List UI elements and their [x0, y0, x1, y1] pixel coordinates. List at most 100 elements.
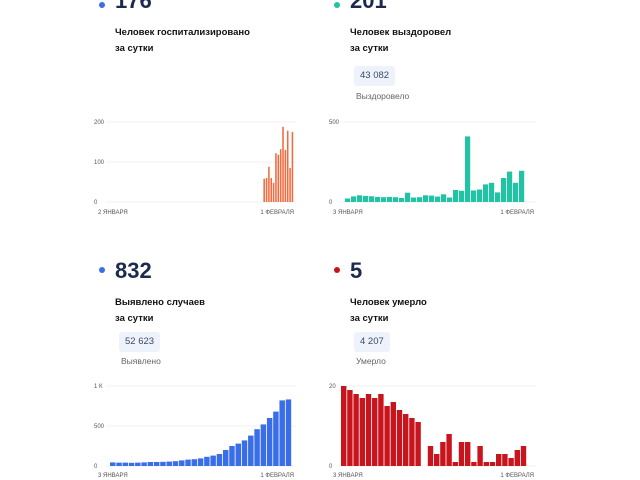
bar — [369, 196, 375, 202]
bar — [179, 460, 185, 466]
bar — [351, 196, 357, 202]
bar — [279, 149, 282, 202]
bar — [458, 442, 465, 466]
bar — [514, 450, 520, 466]
recovered-total-label: Выздоровело — [356, 91, 410, 101]
bar — [210, 455, 216, 466]
bar — [447, 197, 453, 202]
x-tick-label-start: 2 ЯНВАРЯ — [98, 210, 128, 216]
bar — [501, 178, 507, 202]
y-tick-label: 0 — [94, 200, 98, 206]
bar — [277, 154, 280, 202]
bar — [405, 192, 411, 202]
cases-total: 52 623 — [119, 332, 161, 352]
bar — [235, 443, 241, 466]
bar — [496, 454, 502, 466]
y-tick-label: 200 — [94, 120, 105, 126]
bar — [381, 197, 387, 202]
recovered-count: 201 — [350, 0, 387, 13]
bar — [268, 166, 270, 202]
bar — [411, 197, 417, 202]
bar — [248, 435, 254, 466]
bar — [502, 454, 508, 466]
x-tick-label-start: 3 ЯНВАРЯ — [98, 473, 128, 479]
bar — [390, 402, 396, 466]
bar — [347, 390, 353, 466]
bar — [520, 446, 527, 466]
bar — [423, 195, 429, 202]
recovered-desc-2: за сутки — [350, 43, 389, 54]
bar — [345, 198, 351, 202]
deaths-desc-2: за сутки — [350, 313, 389, 324]
bar — [229, 446, 235, 466]
bar — [272, 182, 275, 202]
deaths-count: 5 — [350, 258, 363, 283]
bar — [341, 386, 347, 466]
bar — [387, 196, 393, 202]
bar — [465, 442, 471, 466]
bar — [384, 406, 390, 466]
bar — [435, 196, 441, 202]
bar — [275, 153, 277, 202]
cases-desc-1: Выявлено случаев — [115, 297, 206, 308]
bar — [459, 190, 465, 202]
bar — [378, 394, 384, 466]
deaths-total: 4 207 — [354, 332, 390, 352]
bar — [507, 171, 513, 202]
bar — [440, 442, 446, 466]
x-tick-label-start: 3 ЯНВАРЯ — [333, 473, 363, 479]
deaths-dot — [334, 267, 340, 273]
bar — [434, 454, 440, 466]
bar — [286, 130, 289, 202]
bar — [363, 195, 369, 202]
bar — [519, 170, 525, 202]
bar — [372, 398, 378, 466]
bar — [483, 462, 489, 466]
x-tick-label-end: 1 ФЕВРАЛЯ — [260, 473, 294, 479]
bar — [270, 178, 273, 202]
bar — [141, 462, 147, 466]
bar — [147, 462, 154, 466]
y-tick-label: 0 — [94, 464, 98, 470]
bar — [471, 190, 477, 202]
bar — [128, 462, 135, 466]
y-tick-label: 0 — [329, 200, 333, 206]
bar — [415, 422, 421, 466]
bar — [266, 418, 273, 466]
bar — [160, 461, 166, 466]
bar — [513, 182, 519, 202]
x-tick-label-end: 1 ФЕВРАЛЯ — [260, 210, 294, 216]
hospitalized-count: 176 — [115, 0, 152, 13]
bar — [399, 198, 405, 202]
bar — [153, 462, 160, 466]
cases-total-label: Выявлено — [121, 356, 161, 366]
bar — [279, 400, 285, 466]
y-tick-label: 20 — [329, 384, 336, 390]
hospitalized-dot — [99, 2, 105, 8]
bar — [489, 182, 495, 202]
bar — [357, 195, 363, 202]
bar — [495, 192, 501, 202]
hospitalized-chart: 200 100 02 ЯНВАРЯ 1 ФЕВРАЛЯ — [94, 120, 296, 216]
bar — [263, 178, 265, 202]
bar — [353, 394, 359, 466]
hospitalized-desc-2: за сутки — [115, 43, 154, 54]
bar — [396, 410, 403, 466]
bar — [477, 446, 483, 466]
bar — [441, 194, 447, 202]
bar — [427, 446, 434, 466]
recovered-chart: 500 03 ЯНВАРЯ 1 ФЕВРАЛЯ — [329, 120, 536, 216]
bar — [289, 168, 291, 202]
bar — [216, 454, 223, 466]
bar — [116, 462, 122, 466]
bar — [409, 418, 415, 466]
bar — [291, 132, 294, 202]
bar — [393, 197, 399, 202]
y-tick-label: 500 — [94, 424, 105, 430]
deaths-total-label: Умерло — [356, 356, 386, 366]
recovered-desc-1: Человек выздоровел — [350, 27, 452, 38]
deaths-chart: 20 03 ЯНВАРЯ 1 ФЕВРАЛЯ — [329, 384, 536, 479]
x-tick-label-end: 1 ФЕВРАЛЯ — [500, 210, 534, 216]
bar — [191, 459, 198, 466]
y-tick-label: 100 — [94, 160, 105, 166]
